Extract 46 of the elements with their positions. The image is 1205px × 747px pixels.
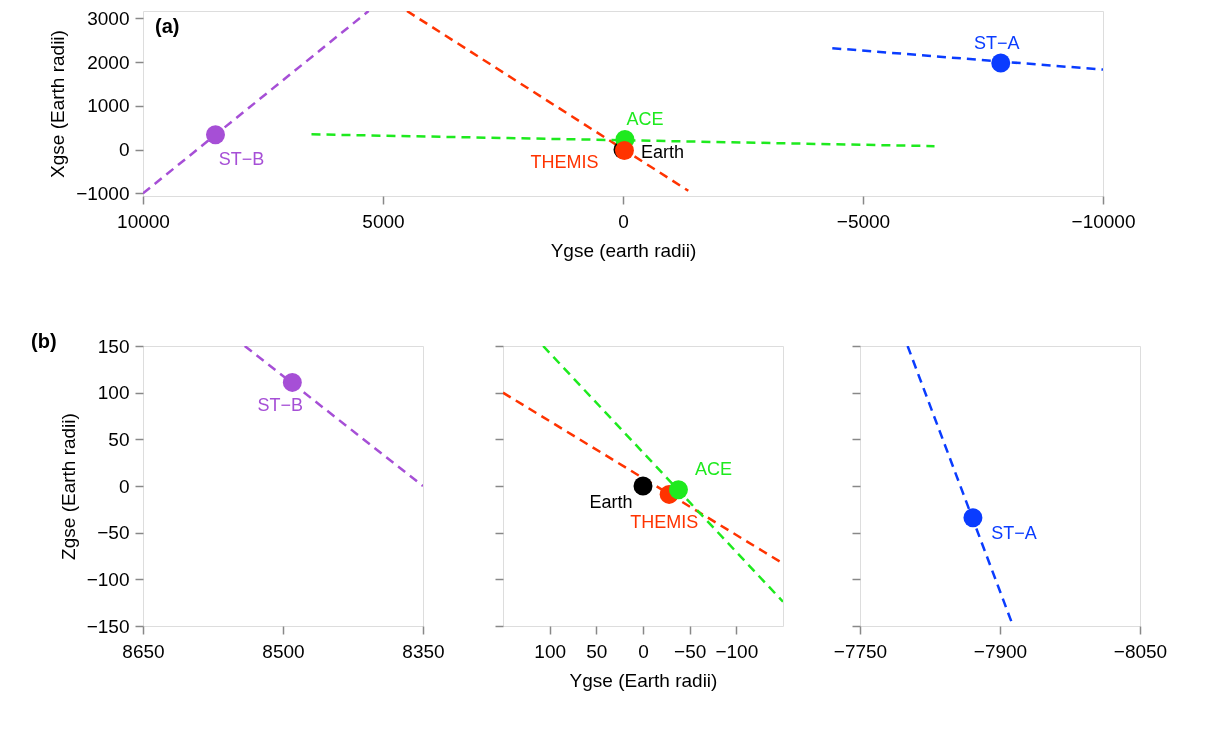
x-tick-label: −10000: [1071, 210, 1136, 232]
series-label: ST−B: [218, 148, 265, 169]
annotation: (a): [155, 15, 180, 37]
x-axis-title: Ygse (earth radii): [550, 239, 697, 261]
point: [205, 125, 225, 145]
x-tick-label: 50: [586, 640, 608, 662]
y-tick-label: −50: [97, 522, 130, 544]
x-tick-label: 8350: [402, 640, 445, 662]
y-tick-label: 100: [97, 382, 130, 404]
x-tick-label: −100: [715, 640, 759, 662]
x-tick-label: −7750: [833, 640, 888, 662]
x-tick-label: 8650: [122, 640, 165, 662]
y-tick-label: 0: [118, 475, 130, 497]
series-label: ST−A: [973, 33, 1020, 54]
series-label: ACE: [626, 108, 664, 129]
y-axis-title: Xgse (Earth radii): [47, 30, 69, 178]
x-tick-label: 100: [534, 640, 567, 662]
y-axis-title: Zgse (Earth radii): [57, 413, 79, 560]
x-tick-label: −8050: [1113, 640, 1168, 662]
series-label: THEMIS: [630, 512, 699, 533]
x-axis-title: Ygse (Earth radii): [569, 669, 718, 691]
series-label: THEMIS: [530, 151, 599, 172]
x-tick-label: 0: [638, 640, 649, 662]
series-label: Earth: [589, 492, 633, 512]
y-tick-label: 50: [108, 428, 130, 450]
x-tick-label: −50: [674, 640, 707, 662]
x-tick-label: 8500: [262, 640, 305, 662]
y-tick-label: −100: [86, 568, 130, 590]
x-tick-label: 10000: [117, 210, 170, 232]
x-tick-label: 5000: [362, 210, 405, 232]
y-tick-label: 0: [118, 139, 130, 161]
point: [991, 53, 1011, 73]
series-label: ST−A: [991, 522, 1037, 543]
x-tick-label: −5000: [836, 210, 891, 232]
x-tick-label: −7900: [973, 640, 1028, 662]
x-tick-label: 0: [618, 210, 629, 232]
series-label: ST−B: [257, 395, 304, 416]
y-tick-label: 1000: [87, 95, 130, 117]
y-tick-label: −1000: [76, 182, 130, 204]
series-label: Earth: [641, 141, 685, 162]
series-label: ACE: [694, 458, 732, 479]
y-tick-label: 2000: [87, 51, 130, 73]
y-tick-label: −150: [86, 615, 130, 637]
y-tick-label: 3000: [87, 7, 130, 29]
y-tick-label: 150: [97, 335, 130, 357]
text: (b): [31, 330, 57, 352]
